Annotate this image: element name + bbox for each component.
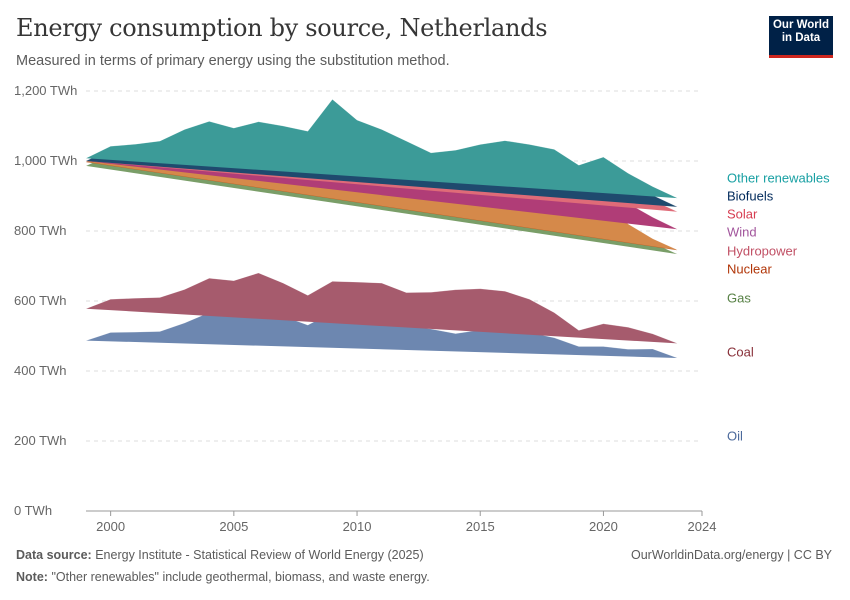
- note-label: Note:: [16, 570, 48, 584]
- x-tick-label: 2024: [688, 519, 717, 534]
- credit-link[interactable]: OurWorldinData.org/energy | CC BY: [630, 548, 832, 562]
- owid-logo[interactable]: Our World in Data: [769, 16, 833, 58]
- y-tick-label: 0 TWh: [14, 503, 52, 518]
- y-tick-label: 200 TWh: [14, 433, 67, 448]
- x-tick-label: 2020: [589, 519, 618, 534]
- stacked-area-chart: 0 TWh 200 TWh 400 TWh 600 TWh 800 TWh 1,000 T…: [0, 0, 830, 534]
- legend-label-coal[interactable]: Coal: [727, 345, 754, 360]
- legend-label-biofuels[interactable]: Biofuels: [727, 189, 774, 204]
- chart-subtitle: Measured in terms of primary energy usin…: [16, 53, 450, 69]
- y-tick-label: 600 TWh: [14, 293, 67, 308]
- logo-line-1: Our World: [772, 19, 829, 31]
- legend-label-wind[interactable]: Wind: [727, 225, 757, 240]
- legend-label-hydropower[interactable]: Hydropower: [727, 244, 798, 259]
- legend-label-other-renewables[interactable]: Other renewables: [727, 171, 830, 186]
- series-areas: [85, 99, 678, 359]
- source-label: Data source:: [16, 548, 92, 562]
- legend-label-solar[interactable]: Solar: [727, 207, 758, 222]
- y-tick-label: 400 TWh: [14, 363, 67, 378]
- legend-label-nuclear[interactable]: Nuclear: [727, 262, 772, 277]
- logo-line-2: in Data: [781, 32, 821, 44]
- source-text[interactable]: Energy Institute - Statistical Review of…: [95, 548, 424, 562]
- chart-title: Energy consumption by source, Netherland…: [16, 14, 548, 42]
- legend-label-gas[interactable]: Gas: [727, 291, 751, 306]
- chart-note: Note: "Other renewables" include geother…: [16, 570, 430, 584]
- y-tick-label: 1,000 TWh: [14, 153, 77, 168]
- data-source: Data source: Energy Institute - Statisti…: [16, 548, 424, 562]
- legend-labels: Oil Coal Gas Nuclear Hydropower Wind Solar Biof…: [727, 171, 830, 444]
- x-axis: 2000 2005 2010 2015 2020 2024: [86, 510, 717, 534]
- area-other-renewables[interactable]: [85, 99, 678, 199]
- area-coal[interactable]: [85, 272, 678, 344]
- x-tick-label: 2015: [466, 519, 495, 534]
- x-tick-label: 2000: [96, 519, 125, 534]
- x-tick-label: 2010: [343, 519, 372, 534]
- legend-label-oil[interactable]: Oil: [727, 429, 743, 444]
- note-text: "Other renewables" include geothermal, b…: [51, 570, 430, 584]
- x-tick-label: 2005: [219, 519, 248, 534]
- y-axis: 0 TWh 200 TWh 400 TWh 600 TWh 800 TWh 1,000 T…: [14, 83, 77, 518]
- y-tick-label: 1,200 TWh: [14, 83, 77, 98]
- y-tick-label: 800 TWh: [14, 223, 67, 238]
